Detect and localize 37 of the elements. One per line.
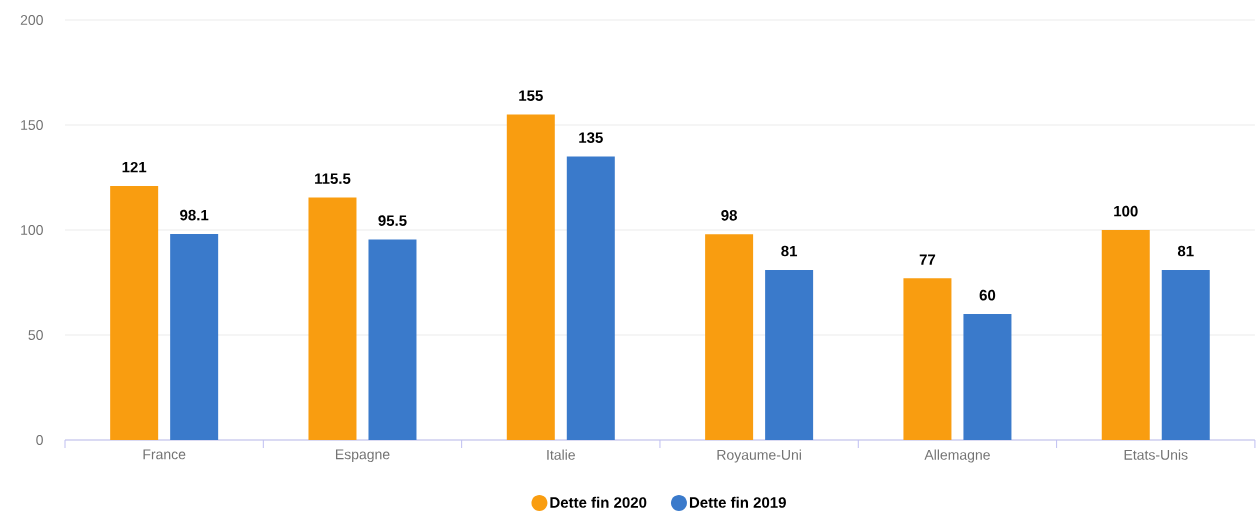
bar [368,239,417,440]
bar [963,314,1012,440]
x-tick-label: France [143,449,186,460]
bar [308,197,357,440]
bar [1161,269,1210,440]
x-tick-label: Allemagne [924,449,990,463]
bar [110,185,159,440]
bar [1101,230,1150,440]
y-tick-label: 0 [36,435,43,445]
bar [170,233,219,440]
data-label: 81 [781,245,798,257]
legend-label: Dette fin 2020 [550,496,647,508]
x-tick-label: Italie [547,449,575,460]
x-tick-label: Etats-Unis [1124,449,1188,460]
x-tick-label: Royaume-Uni [717,449,801,463]
bar [765,269,814,440]
bar [705,234,754,440]
bar [903,278,952,440]
y-tick-label: 50 [28,330,43,340]
legend-label: Dette fin 2019 [689,496,786,508]
x-tick-label: Espagne [335,449,390,463]
bar [566,156,615,440]
data-label: 155 [519,90,543,101]
y-tick-label: 150 [21,120,43,130]
data-label: 121 [122,161,147,173]
data-label: 60 [979,289,996,301]
bar [506,114,555,440]
data-label: 100 [1114,205,1138,217]
data-label: 77 [919,254,936,265]
data-label: 98.1 [180,209,209,221]
data-label: 95.5 [378,215,407,226]
data-label: 81 [1177,245,1194,257]
y-tick-label: 200 [20,15,43,25]
data-label: 135 [579,132,603,143]
data-label: 115.5 [315,173,351,184]
data-label: 98 [721,210,737,221]
y-tick-label: 100 [21,225,43,235]
